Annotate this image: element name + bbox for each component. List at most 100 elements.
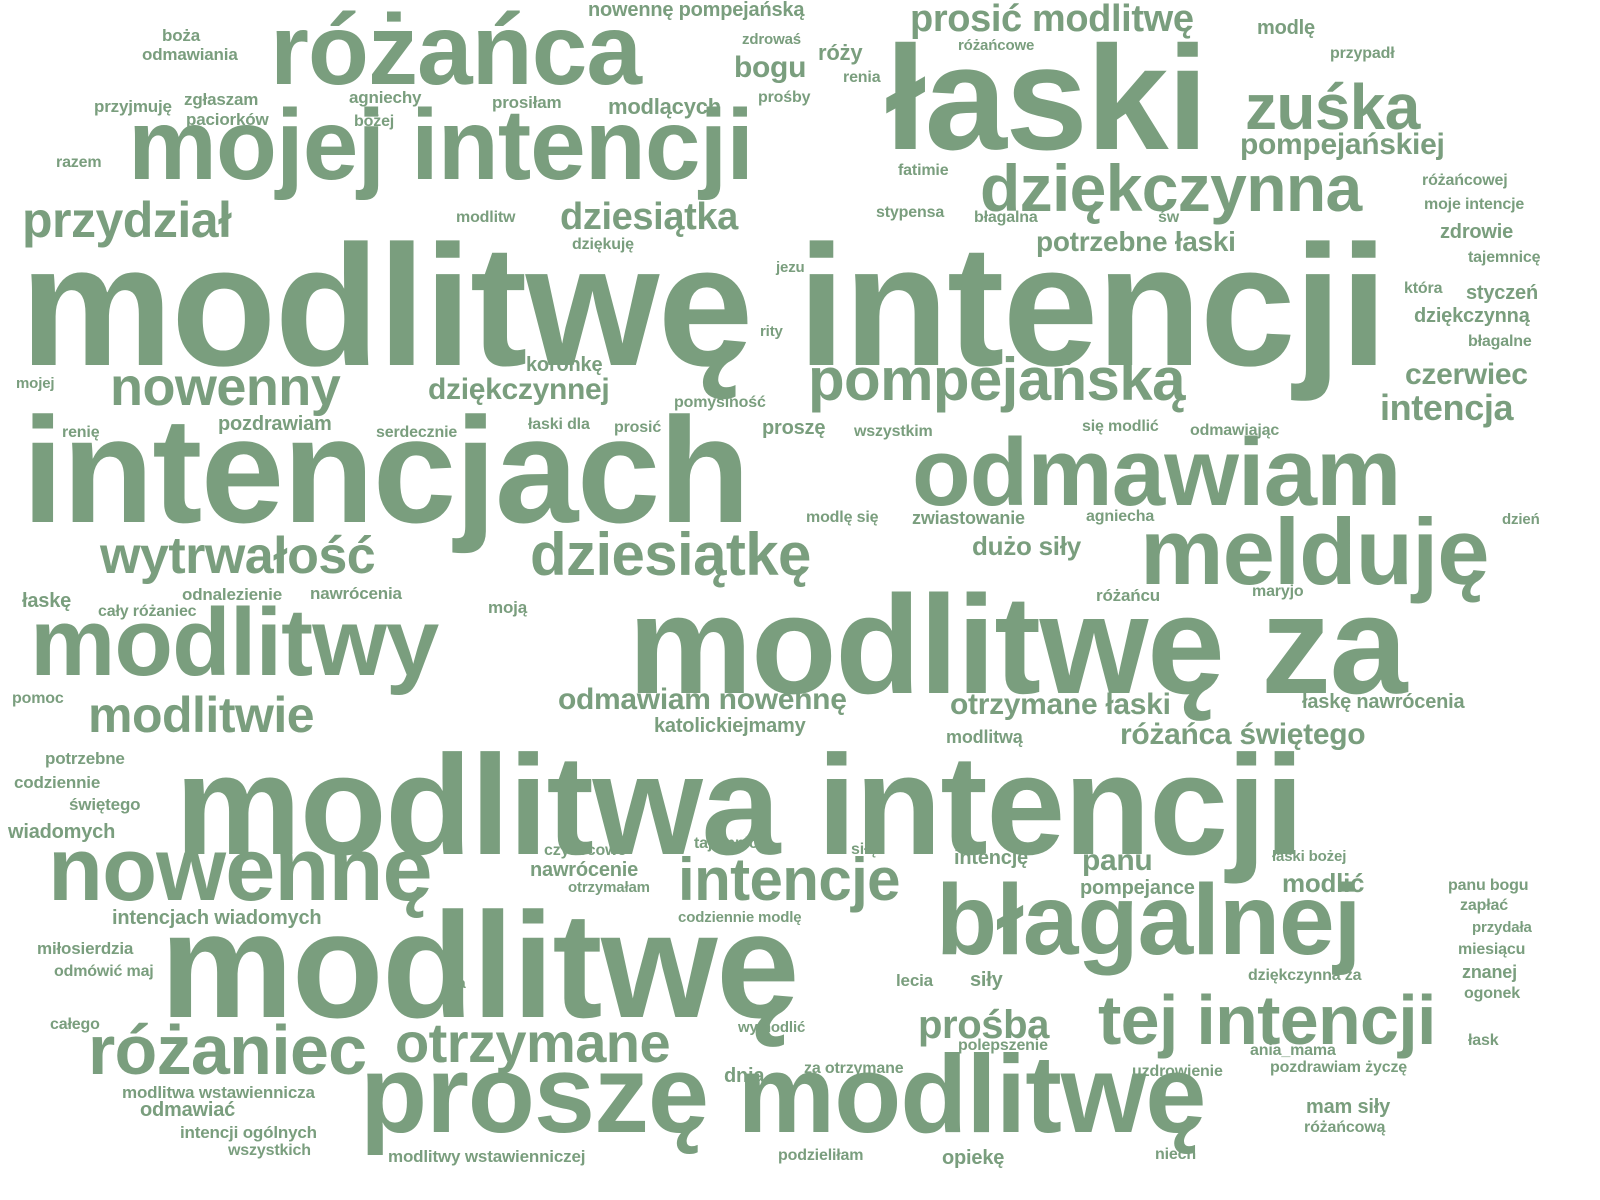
word-nowenne: nowennę <box>48 820 433 920</box>
word-potrzebne: potrzebne <box>45 749 125 768</box>
word-miesiacu: miesiącu <box>1458 941 1526 958</box>
word-otrzymane-laski: otrzymane łaski <box>950 688 1171 721</box>
word-dziekczynna-za: dziękczynna za <box>1248 967 1362 984</box>
word-modlitwe: modlitwę <box>160 881 800 1049</box>
word-intencja: intencja <box>1380 387 1514 428</box>
word-opieke: opiekę <box>942 1147 1005 1169</box>
word-tej-intencji: tej intencji <box>1098 981 1436 1059</box>
word-rozy: róży <box>818 40 863 65</box>
word-przydzial: przydział <box>22 192 232 248</box>
word-prosilam: prosiłam <box>492 93 562 112</box>
word-razem: razem <box>56 154 102 171</box>
word-prosic: prosić <box>614 419 662 436</box>
word-sile: siłę <box>851 841 878 858</box>
word-modle: modlę <box>1257 17 1315 39</box>
word-pompejanskiej: pompejańskiej <box>1240 128 1445 161</box>
word-mojej: mojej <box>16 375 55 392</box>
word-odmawiania: odmawiania <box>142 45 238 64</box>
word-zwiastowanie: zwiastowanie <box>912 508 1025 528</box>
word-rozanca: różańca <box>270 0 642 106</box>
word-bozej: bożej <box>354 113 395 130</box>
word-prosze-modlitwe: proszę modlitwę <box>360 1033 1206 1156</box>
word-panu: panu <box>1082 844 1153 877</box>
word-calego: całego <box>50 1016 100 1033</box>
word-jezu: jezu <box>776 259 805 276</box>
word-modlitwie: modlitwie <box>88 687 315 743</box>
word-tajemnice: tajemnicę <box>1468 249 1541 266</box>
word-niech: niech <box>1155 1146 1196 1163</box>
word-pompejanska: pompejańską <box>808 346 1185 413</box>
word-odmawiam-nowenne: odmawiam nowennę <box>558 683 847 716</box>
word-mam-sily: mam siły <box>1306 1096 1391 1118</box>
word-sily: siły <box>970 969 1003 991</box>
word-modlitwe-intencji: modlitwę intencji <box>20 210 1388 402</box>
word-ktora: która <box>1404 280 1443 297</box>
word-panu-bogu: panu bogu <box>1448 877 1529 894</box>
word-laski-bozej: łaski bożej <box>1272 848 1347 865</box>
word-zdrowas: zdrowaś <box>742 31 801 48</box>
word-nowenny: nowenny <box>110 357 341 417</box>
word-rozanca-swietego: różańca świętego <box>1120 718 1366 751</box>
word-caly-rozaniec: cały różaniec <box>98 603 197 620</box>
word-rozancowa: różańcową <box>1304 1119 1386 1136</box>
word-modlitwy: modlitwy <box>30 589 439 696</box>
word-przyjmuje: przyjmuję <box>94 97 172 116</box>
word-zdrowie: zdrowie <box>1440 221 1514 243</box>
word-podzielilam: podzieliłam <box>778 1147 864 1164</box>
word-codziennie-modle: codziennie modlę <box>678 909 802 926</box>
word-dziekczynna: dziękczynna <box>980 151 1362 225</box>
word-pompejance: pompejance <box>1080 877 1195 899</box>
word-modle-sie: modlę się <box>806 509 879 526</box>
word-koronke: koronkę <box>526 354 603 376</box>
word-zglaszam: zgłaszam <box>184 90 259 109</box>
word-moja: moją <box>488 598 527 617</box>
word-nawrocenie: nawrócenie <box>530 859 639 881</box>
word-serdecznie: serdecznie <box>376 424 458 441</box>
word-dziesiatka: dziesiątka <box>560 196 738 238</box>
word-moje-intencje: moje intencje <box>1424 196 1525 213</box>
word-prosic-modlitwe: prosić modlitwę <box>910 0 1194 40</box>
word-przypadl: przypadł <box>1330 45 1395 62</box>
word-dzien: dzień <box>1502 511 1540 528</box>
word-swietego: świętego <box>69 795 141 814</box>
word-blagalnej: błagalnej <box>936 864 1361 976</box>
word-za-otrzymane: za otrzymane <box>804 1060 904 1077</box>
word-dziesiatke: dziesiątkę <box>530 521 811 588</box>
word-sw: św <box>1158 209 1180 226</box>
word-przydala: przydała <box>1472 919 1532 936</box>
word-wszystkim: wszystkim <box>854 423 933 440</box>
word-boza: boża <box>162 26 201 45</box>
word-codziennie: codziennie <box>14 773 101 792</box>
word-renia: renia <box>843 69 881 86</box>
word-intencjach: intencjach <box>22 386 750 554</box>
word-prosby: prośby <box>758 89 811 106</box>
word-czerwiec: czerwiec <box>1405 358 1528 391</box>
word-lask: łask <box>1468 1032 1499 1049</box>
word-agniecha: agniecha <box>1086 508 1155 525</box>
word-intencjach-wiadomych: intencjach wiadomych <box>112 907 322 929</box>
word-fatimie: fatimie <box>898 162 949 179</box>
word-czysccowe: czyśćcowe <box>544 842 627 859</box>
word-pomyslnosc: pomyślność <box>674 394 766 411</box>
word-prosba: prośba <box>918 1003 1049 1047</box>
word-dziekczynna: dziękczynną <box>1414 305 1530 327</box>
word-styczen: styczeń <box>1466 282 1538 304</box>
word-blagalne: błagalne <box>1468 333 1532 350</box>
word-za: za <box>450 975 466 992</box>
word-dziekczynnej: dziękczynnej <box>428 373 610 406</box>
word-wymodlic: wymodlić <box>738 1019 806 1036</box>
word-laski-dla: łaski dla <box>528 416 590 433</box>
word-katolickiejmamy: katolickiejmamy <box>654 715 806 737</box>
word-was: was <box>1296 381 1326 398</box>
word-ania-mama: ania_mama <box>1250 1042 1336 1059</box>
word-maryjo: maryjo <box>1252 583 1304 600</box>
word-modlitwa-intencji: modlitwa intencji <box>175 726 1304 885</box>
word-melduje: melduję <box>1140 499 1490 604</box>
word-dnia: dnia <box>724 1065 765 1087</box>
word-blagalna: błagalna <box>974 209 1038 226</box>
word-laske-nawrocenia: łaskę nawrócenia <box>1302 691 1465 713</box>
word-wytrwalosc: wytrwałość <box>100 527 376 585</box>
word-intencje: intencję <box>954 847 1028 869</box>
word-rozaniec: różaniec <box>88 1011 367 1089</box>
